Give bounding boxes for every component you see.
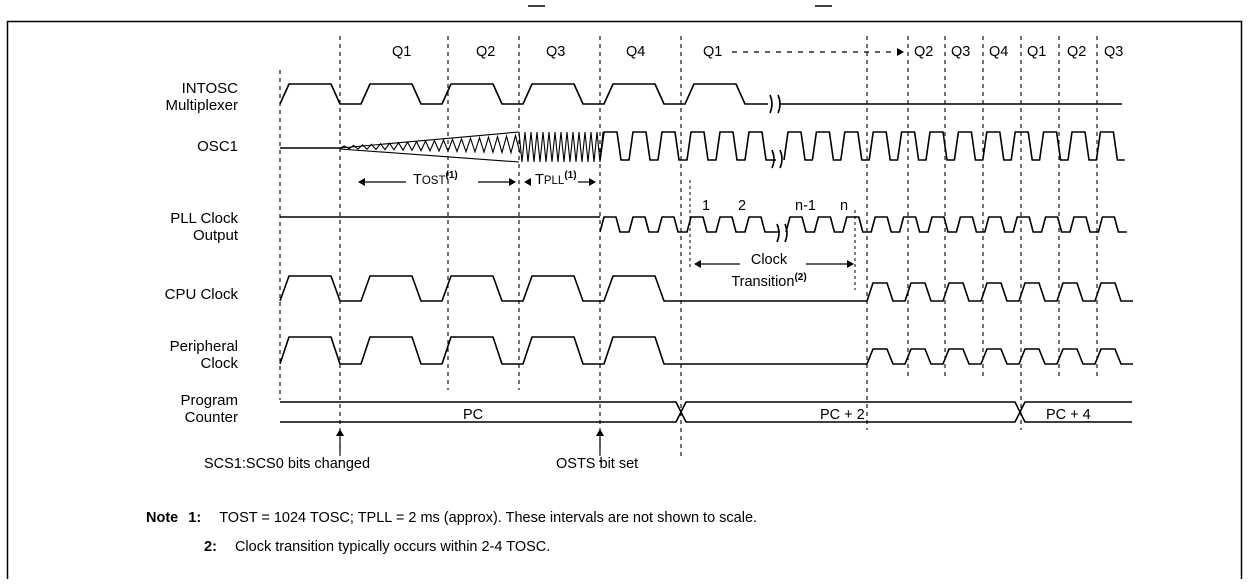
- osc1-label-text: OSC1: [197, 138, 238, 155]
- cpu-label-text: CPU Clock: [164, 286, 238, 303]
- note-2: 2: Clock transition typically occurs wit…: [204, 539, 550, 555]
- pc-label-line2: Counter: [184, 409, 238, 426]
- note-heading: Note: [146, 510, 179, 526]
- pc-bus-bottom: [280, 401, 1132, 423]
- osc1-label: OSC1: [38, 138, 238, 155]
- scs-event-label: SCS1:SCS0 bits changed: [204, 456, 371, 472]
- pc-label: Program Counter: [38, 392, 238, 426]
- note-1: Note 1: TOST = 1024 TOSC; TPLL = 2 ms (a…: [146, 510, 757, 526]
- pc-value: PC + 2: [820, 407, 865, 423]
- pll-waveform: [599, 216, 780, 233]
- cpu-label: CPU Clock: [38, 286, 238, 303]
- pll-count: n-1: [795, 198, 816, 214]
- pll-count: n: [840, 198, 849, 214]
- pll-waveform-tail: [785, 216, 1127, 233]
- q1-span-arrowhead: [897, 48, 904, 56]
- peripheral-label: Peripheral Clock: [38, 338, 238, 372]
- pll-count: 1: [702, 198, 711, 214]
- q-label: Q1: [392, 44, 412, 60]
- pc-value: PC: [463, 407, 484, 423]
- osts-event-arrowhead: [596, 429, 604, 436]
- peripheral-label-line1: Peripheral: [169, 338, 238, 355]
- pc-bus-top: [280, 401, 1132, 423]
- pll-count: 2: [738, 198, 747, 214]
- tost-arrowhead-right: [509, 178, 516, 186]
- clock-transition-label: Clock Transition(2): [731, 252, 807, 290]
- q-label: Q3: [1104, 44, 1124, 60]
- tost-arrowhead-left: [358, 178, 365, 186]
- q-label: Q1: [1027, 44, 1047, 60]
- osc1-waveform-tail: [783, 131, 1125, 161]
- cpu-waveform: [279, 275, 867, 302]
- osc1-break: [771, 149, 783, 169]
- q-label: Q1: [703, 44, 723, 60]
- q-label: Q3: [546, 44, 566, 60]
- note-1-text: TOST = 1024 TOSC; TPLL = 2 ms (approx). …: [219, 510, 758, 526]
- pll-label: PLL Clock Output: [38, 210, 238, 244]
- annotations: [336, 48, 904, 452]
- intosc-label-line2: Multiplexer: [165, 97, 238, 114]
- q-label: Q3: [951, 44, 971, 60]
- cpu-waveform-tail: [866, 282, 1133, 302]
- vertical-guides: [279, 36, 1098, 462]
- waveforms: [279, 83, 1133, 423]
- tost-label: TOST(1): [413, 170, 458, 188]
- osc1-pll-lock: [518, 131, 604, 163]
- clock-transition-arrowhead-right: [847, 260, 854, 268]
- q-label: Q4: [989, 44, 1009, 60]
- osts-event-label: OSTS bit set: [556, 456, 639, 472]
- peripheral-waveform-tail: [866, 348, 1133, 365]
- scs-event-arrowhead: [336, 429, 344, 436]
- intosc-break: [769, 94, 781, 114]
- tpll-label: TPLL(1): [535, 170, 577, 188]
- osc1-envelope: [339, 131, 520, 163]
- q-label: Q4: [626, 44, 646, 60]
- peripheral-waveform: [279, 336, 867, 365]
- peripheral-label-line2: Clock: [200, 355, 238, 372]
- pc-label-line1: Program: [180, 392, 238, 409]
- osc1-waveform: [599, 131, 776, 161]
- pc-value: PC + 4: [1046, 407, 1091, 423]
- note-2-text: Clock transition typically occurs within…: [234, 539, 551, 555]
- tpll-arrowhead-left: [524, 178, 531, 186]
- q-label: Q2: [476, 44, 496, 60]
- pll-label-line2: Output: [192, 227, 238, 244]
- pll-break: [776, 223, 788, 243]
- intosc-waveform: [279, 83, 768, 105]
- intosc-label: INTOSC Multiplexer: [38, 80, 238, 114]
- q-label: Q2: [914, 44, 934, 60]
- tpll-arrowhead-right: [589, 178, 596, 186]
- q-label: Q2: [1067, 44, 1087, 60]
- note-1-number: 1:: [188, 510, 202, 526]
- clock-transition-arrowhead-left: [694, 260, 701, 268]
- pll-label-line1: PLL Clock: [170, 210, 238, 227]
- osc1-startup: [339, 133, 521, 155]
- intosc-label-line1: INTOSC: [181, 80, 238, 97]
- note-2-number: 2:: [204, 539, 217, 555]
